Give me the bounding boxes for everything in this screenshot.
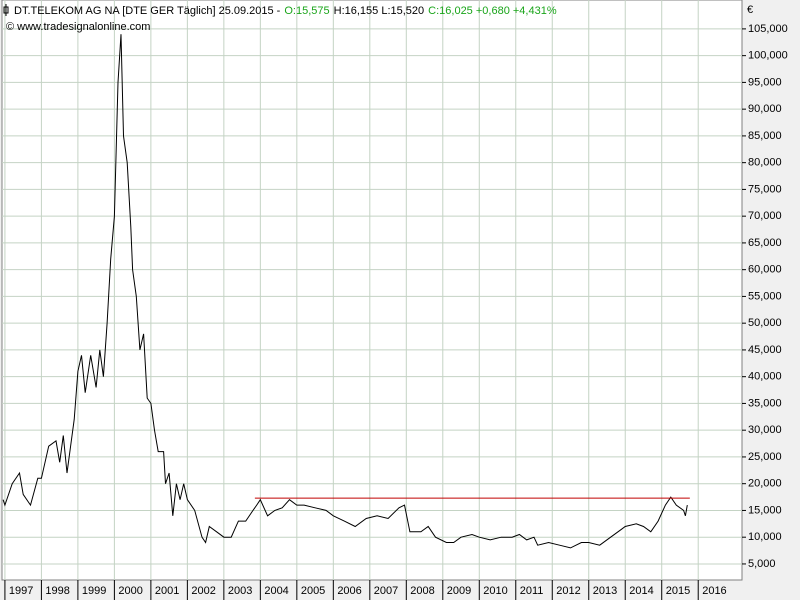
y-axis-label: € [747, 4, 753, 16]
y-tick-label: 50,000 [748, 317, 782, 329]
y-tick-label: 95,000 [748, 76, 782, 88]
x-tick-label: 2002 [191, 585, 215, 597]
x-tick-label: 1999 [82, 585, 106, 597]
x-tick-label: 2001 [155, 585, 179, 597]
x-tick-label: 2012 [556, 585, 580, 597]
y-tick-label: 100,000 [748, 50, 788, 62]
header: DT.TELEKOM AG NA [DTE GER Täglich] 25.09… [3, 4, 753, 33]
x-tick-label: 2004 [264, 585, 288, 597]
x-tick-label: 2016 [702, 585, 726, 597]
quote-close: C:16,025 +0,680 +4,431% [428, 5, 557, 17]
x-tick-label: 2013 [593, 585, 617, 597]
x-tick-label: 2005 [301, 585, 325, 597]
y-tick-label: 90,000 [748, 103, 782, 115]
x-tick-label: 2000 [118, 585, 142, 597]
x-tick-label: 2014 [629, 585, 653, 597]
y-tick-label: 15,000 [748, 504, 782, 516]
x-tick-label: 2008 [410, 585, 434, 597]
y-tick-label: 5,000 [748, 558, 776, 570]
y-tick-label: 60,000 [748, 264, 782, 276]
y-tick-label: 65,000 [748, 237, 782, 249]
x-tick-label: 2011 [520, 585, 544, 597]
grid [2, 0, 746, 600]
y-tick-label: 70,000 [748, 210, 782, 222]
quote-open: O:15,575 [284, 5, 329, 17]
y-tick-label: 40,000 [748, 371, 782, 383]
chart-title: DT.TELEKOM AG NA [DTE GER Täglich] 25.09… [14, 5, 281, 17]
x-tick-label: 2006 [337, 585, 361, 597]
marks [2, 34, 690, 549]
y-tick-label: 55,000 [748, 290, 782, 302]
x-tick-label: 2015 [666, 585, 690, 597]
x-tick-label: 2009 [447, 585, 471, 597]
y-tick-label: 85,000 [748, 130, 782, 142]
y-tick-label: 105,000 [748, 23, 788, 35]
x-tick-label: 2010 [483, 585, 507, 597]
y-tick-label: 25,000 [748, 451, 782, 463]
x-tick-label: 1997 [9, 585, 33, 597]
price-line [2, 34, 688, 549]
x-tick-label: 2003 [228, 585, 252, 597]
y-tick-label: 35,000 [748, 397, 782, 409]
y-tick-label: 80,000 [748, 157, 782, 169]
y-tick-label: 45,000 [748, 344, 782, 356]
x-tick-label: 2007 [374, 585, 398, 597]
y-tick-label: 75,000 [748, 183, 782, 195]
y-tick-label: 30,000 [748, 424, 782, 436]
y-tick-label: 10,000 [748, 531, 782, 543]
quote-high-low: H:16,155 L:15,520 [334, 5, 425, 17]
x-tick-label: 1998 [45, 585, 69, 597]
y-tick-label: 20,000 [748, 478, 782, 490]
icon [3, 4, 9, 16]
plot-area [1, 0, 743, 581]
subtitle: © www.tradesignalonline.com [6, 21, 150, 33]
